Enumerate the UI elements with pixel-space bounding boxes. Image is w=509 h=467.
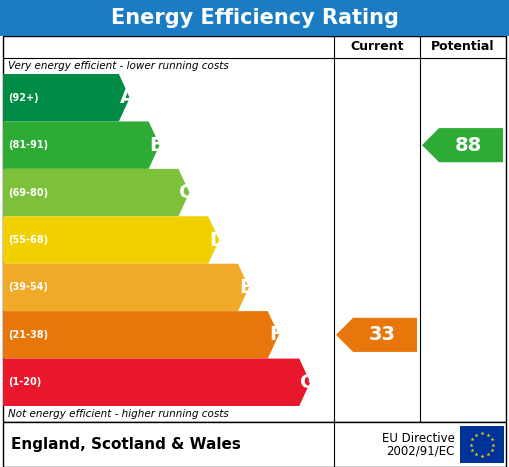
Text: Current: Current	[350, 41, 404, 54]
Bar	[460, 426, 504, 463]
Polygon shape	[3, 169, 189, 216]
Text: Not energy efficient - higher running costs: Not energy efficient - higher running co…	[8, 409, 229, 419]
Text: E: E	[239, 278, 252, 297]
Text: G: G	[300, 373, 317, 392]
Text: England, Scotland & Wales: England, Scotland & Wales	[11, 437, 241, 452]
Text: F: F	[269, 325, 282, 344]
Text: A: A	[120, 88, 135, 107]
Polygon shape	[3, 264, 249, 311]
Text: 2002/91/EC: 2002/91/EC	[387, 444, 455, 457]
Polygon shape	[3, 311, 279, 359]
Text: EU Directive: EU Directive	[382, 432, 455, 445]
Text: B: B	[150, 135, 164, 155]
Text: 33: 33	[369, 325, 395, 344]
Text: (92+): (92+)	[8, 93, 39, 103]
Text: D: D	[209, 231, 225, 249]
Polygon shape	[3, 359, 310, 406]
Text: (81-91): (81-91)	[8, 140, 48, 150]
Bar	[0, 0, 509, 36]
Polygon shape	[422, 128, 503, 162]
Polygon shape	[3, 216, 219, 264]
Text: C: C	[180, 183, 194, 202]
Text: (39-54): (39-54)	[8, 283, 48, 292]
Text: Energy Efficiency Rating: Energy Efficiency Rating	[110, 8, 399, 28]
Polygon shape	[336, 318, 417, 352]
Polygon shape	[3, 74, 130, 121]
Bar	[3, 36, 506, 422]
Text: 88: 88	[455, 135, 482, 155]
Bar	[3, 422, 506, 467]
Text: Potential: Potential	[431, 41, 495, 54]
Text: (1-20): (1-20)	[8, 377, 41, 387]
Text: (69-80): (69-80)	[8, 188, 48, 198]
Text: (21-38): (21-38)	[8, 330, 48, 340]
Text: Very energy efficient - lower running costs: Very energy efficient - lower running co…	[8, 61, 229, 71]
Text: (55-68): (55-68)	[8, 235, 48, 245]
Polygon shape	[3, 121, 160, 169]
